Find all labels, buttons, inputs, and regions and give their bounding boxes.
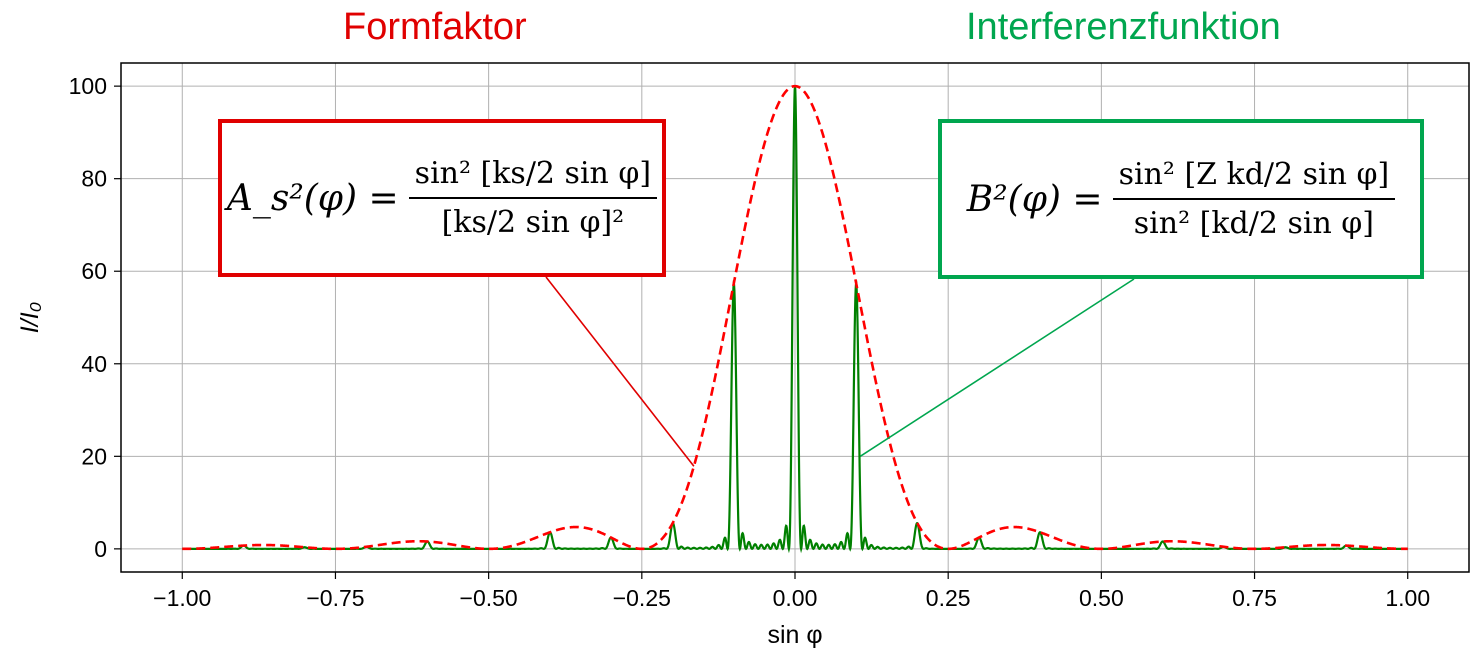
interference-fraction: sin² [Z kd/2 sin φ] sin² [kd/2 sin φ] [1112,155,1396,243]
x-tick-label: −0.50 [460,585,518,611]
x-tick-label: −0.25 [613,585,671,611]
form-factor-fraction: sin² [ks/2 sin φ] [ks/2 sin φ]² [408,154,658,242]
y-tick-label: 40 [81,351,107,377]
form-factor-lhs: A_s²(φ) = [226,177,399,219]
form-factor-formula-box: A_s²(φ) = sin² [ks/2 sin φ] [ks/2 sin φ]… [218,119,666,277]
fraction-bar [1112,198,1396,200]
fraction-bar [408,197,658,199]
form-factor-denominator: [ks/2 sin φ]² [441,205,625,240]
interference-denominator: sin² [kd/2 sin φ] [1133,206,1375,241]
form-factor-leader [545,276,695,467]
y-tick-label: 100 [69,73,107,99]
form-factor-title: Formfaktor [343,6,527,48]
interference-leader [859,278,1135,457]
plot-frame [120,62,1470,573]
form-factor-numerator: sin² [ks/2 sin φ] [414,156,652,191]
y-tick-label: 20 [81,443,107,469]
x-tick-label: 1.00 [1385,585,1430,611]
x-axis-label: sin φ [767,621,822,649]
x-tick-label: −0.75 [306,585,364,611]
y-tick-label: 0 [94,536,107,562]
y-tick-label: 60 [81,258,107,284]
interference-lhs: B²(φ) = [966,178,1103,220]
chart-curves [182,84,1408,554]
axis-ticks: −1.00 −0.75 −0.50 −0.25 0.00 0.25 0.50 0.75 1.00… [69,73,1430,611]
y-axis-label: I/I₀ [16,302,44,333]
callout-lines [545,276,1135,467]
interference-numerator: sin² [Z kd/2 sin φ] [1118,157,1390,192]
y-tick-label: 80 [81,166,107,192]
x-tick-label: 0.00 [773,585,818,611]
x-tick-label: 0.75 [1232,585,1277,611]
x-tick-label: 0.25 [926,585,971,611]
interference-function-title: Interferenzfunktion [966,6,1281,48]
form-factor-curve [182,84,1408,551]
x-tick-label: 0.50 [1079,585,1124,611]
x-tick-label: −1.00 [153,585,211,611]
interference-formula-box: B²(φ) = sin² [Z kd/2 sin φ] sin² [kd/2 s… [938,119,1424,279]
